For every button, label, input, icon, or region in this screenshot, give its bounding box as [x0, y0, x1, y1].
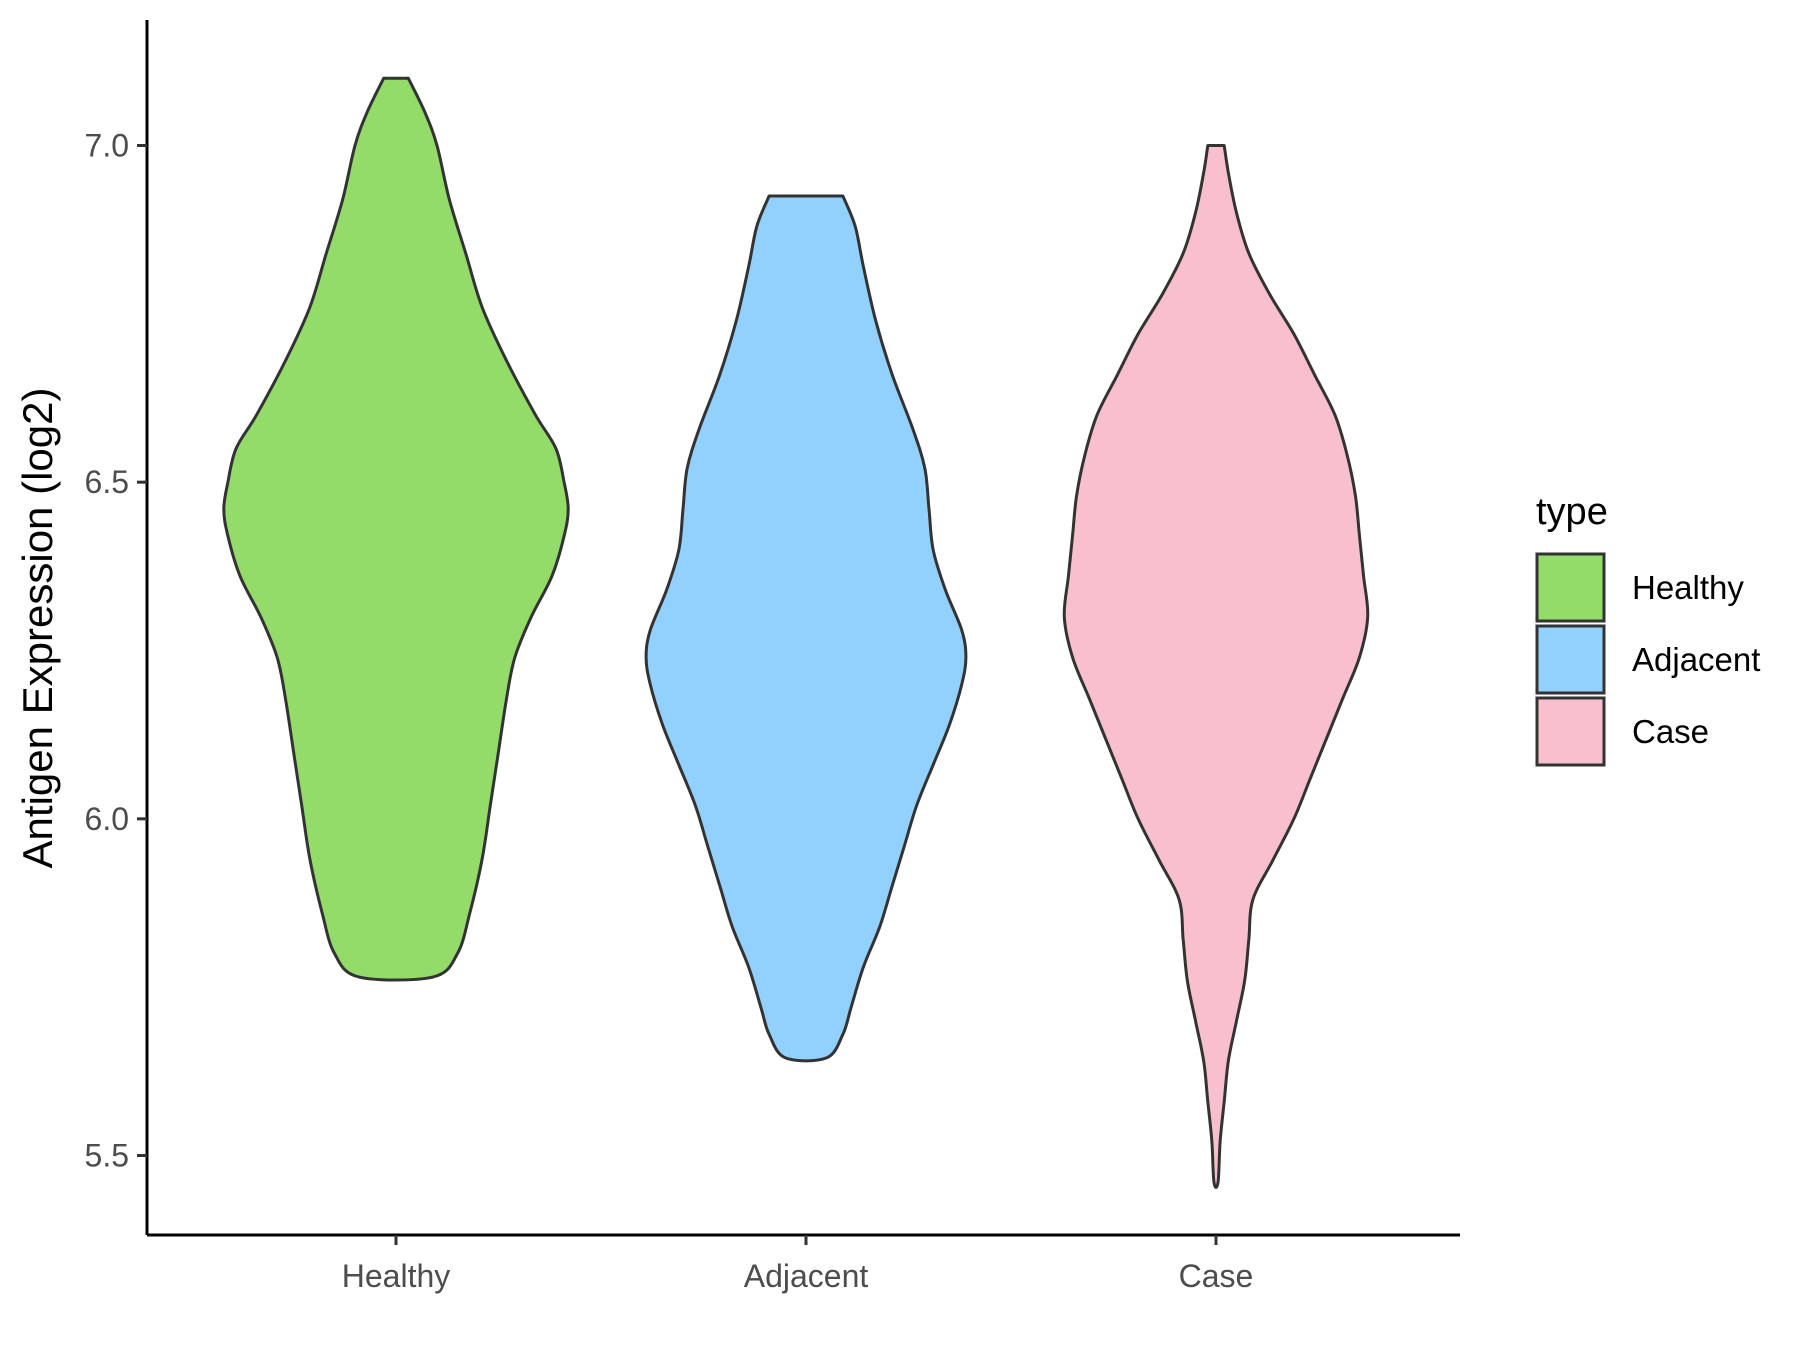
y-tick-label: 6.0 [85, 801, 129, 837]
legend-swatch-healthy [1535, 552, 1606, 623]
y-tick-label: 5.5 [85, 1138, 129, 1174]
legend-label: Adjacent [1632, 641, 1760, 678]
violin-case [1062, 144, 1370, 1189]
x-tick-label: Case [1179, 1258, 1254, 1294]
y-tick-label: 6.5 [85, 464, 129, 500]
legend-label: Healthy [1632, 569, 1744, 606]
y-axis-title: Antigen Expression (log2) [14, 388, 61, 869]
legend-swatch-adjacent [1535, 624, 1606, 695]
legend-label: Case [1632, 713, 1709, 750]
legend: type Healthy Adjacent Case [1535, 491, 1760, 767]
violin-adjacent [644, 194, 968, 1063]
axes-layer: 5.5 6.0 6.5 7.0 Healthy Adjacent Case Antigen E… [14, 20, 1460, 1294]
x-tick-label: Adjacent [744, 1258, 869, 1294]
y-tick-label: 7.0 [85, 128, 129, 164]
x-tick-label: Healthy [342, 1258, 451, 1294]
violins-layer [222, 76, 1370, 1189]
legend-swatch-case [1535, 696, 1606, 767]
legend-title: type [1536, 491, 1608, 533]
violin-healthy [222, 76, 570, 982]
